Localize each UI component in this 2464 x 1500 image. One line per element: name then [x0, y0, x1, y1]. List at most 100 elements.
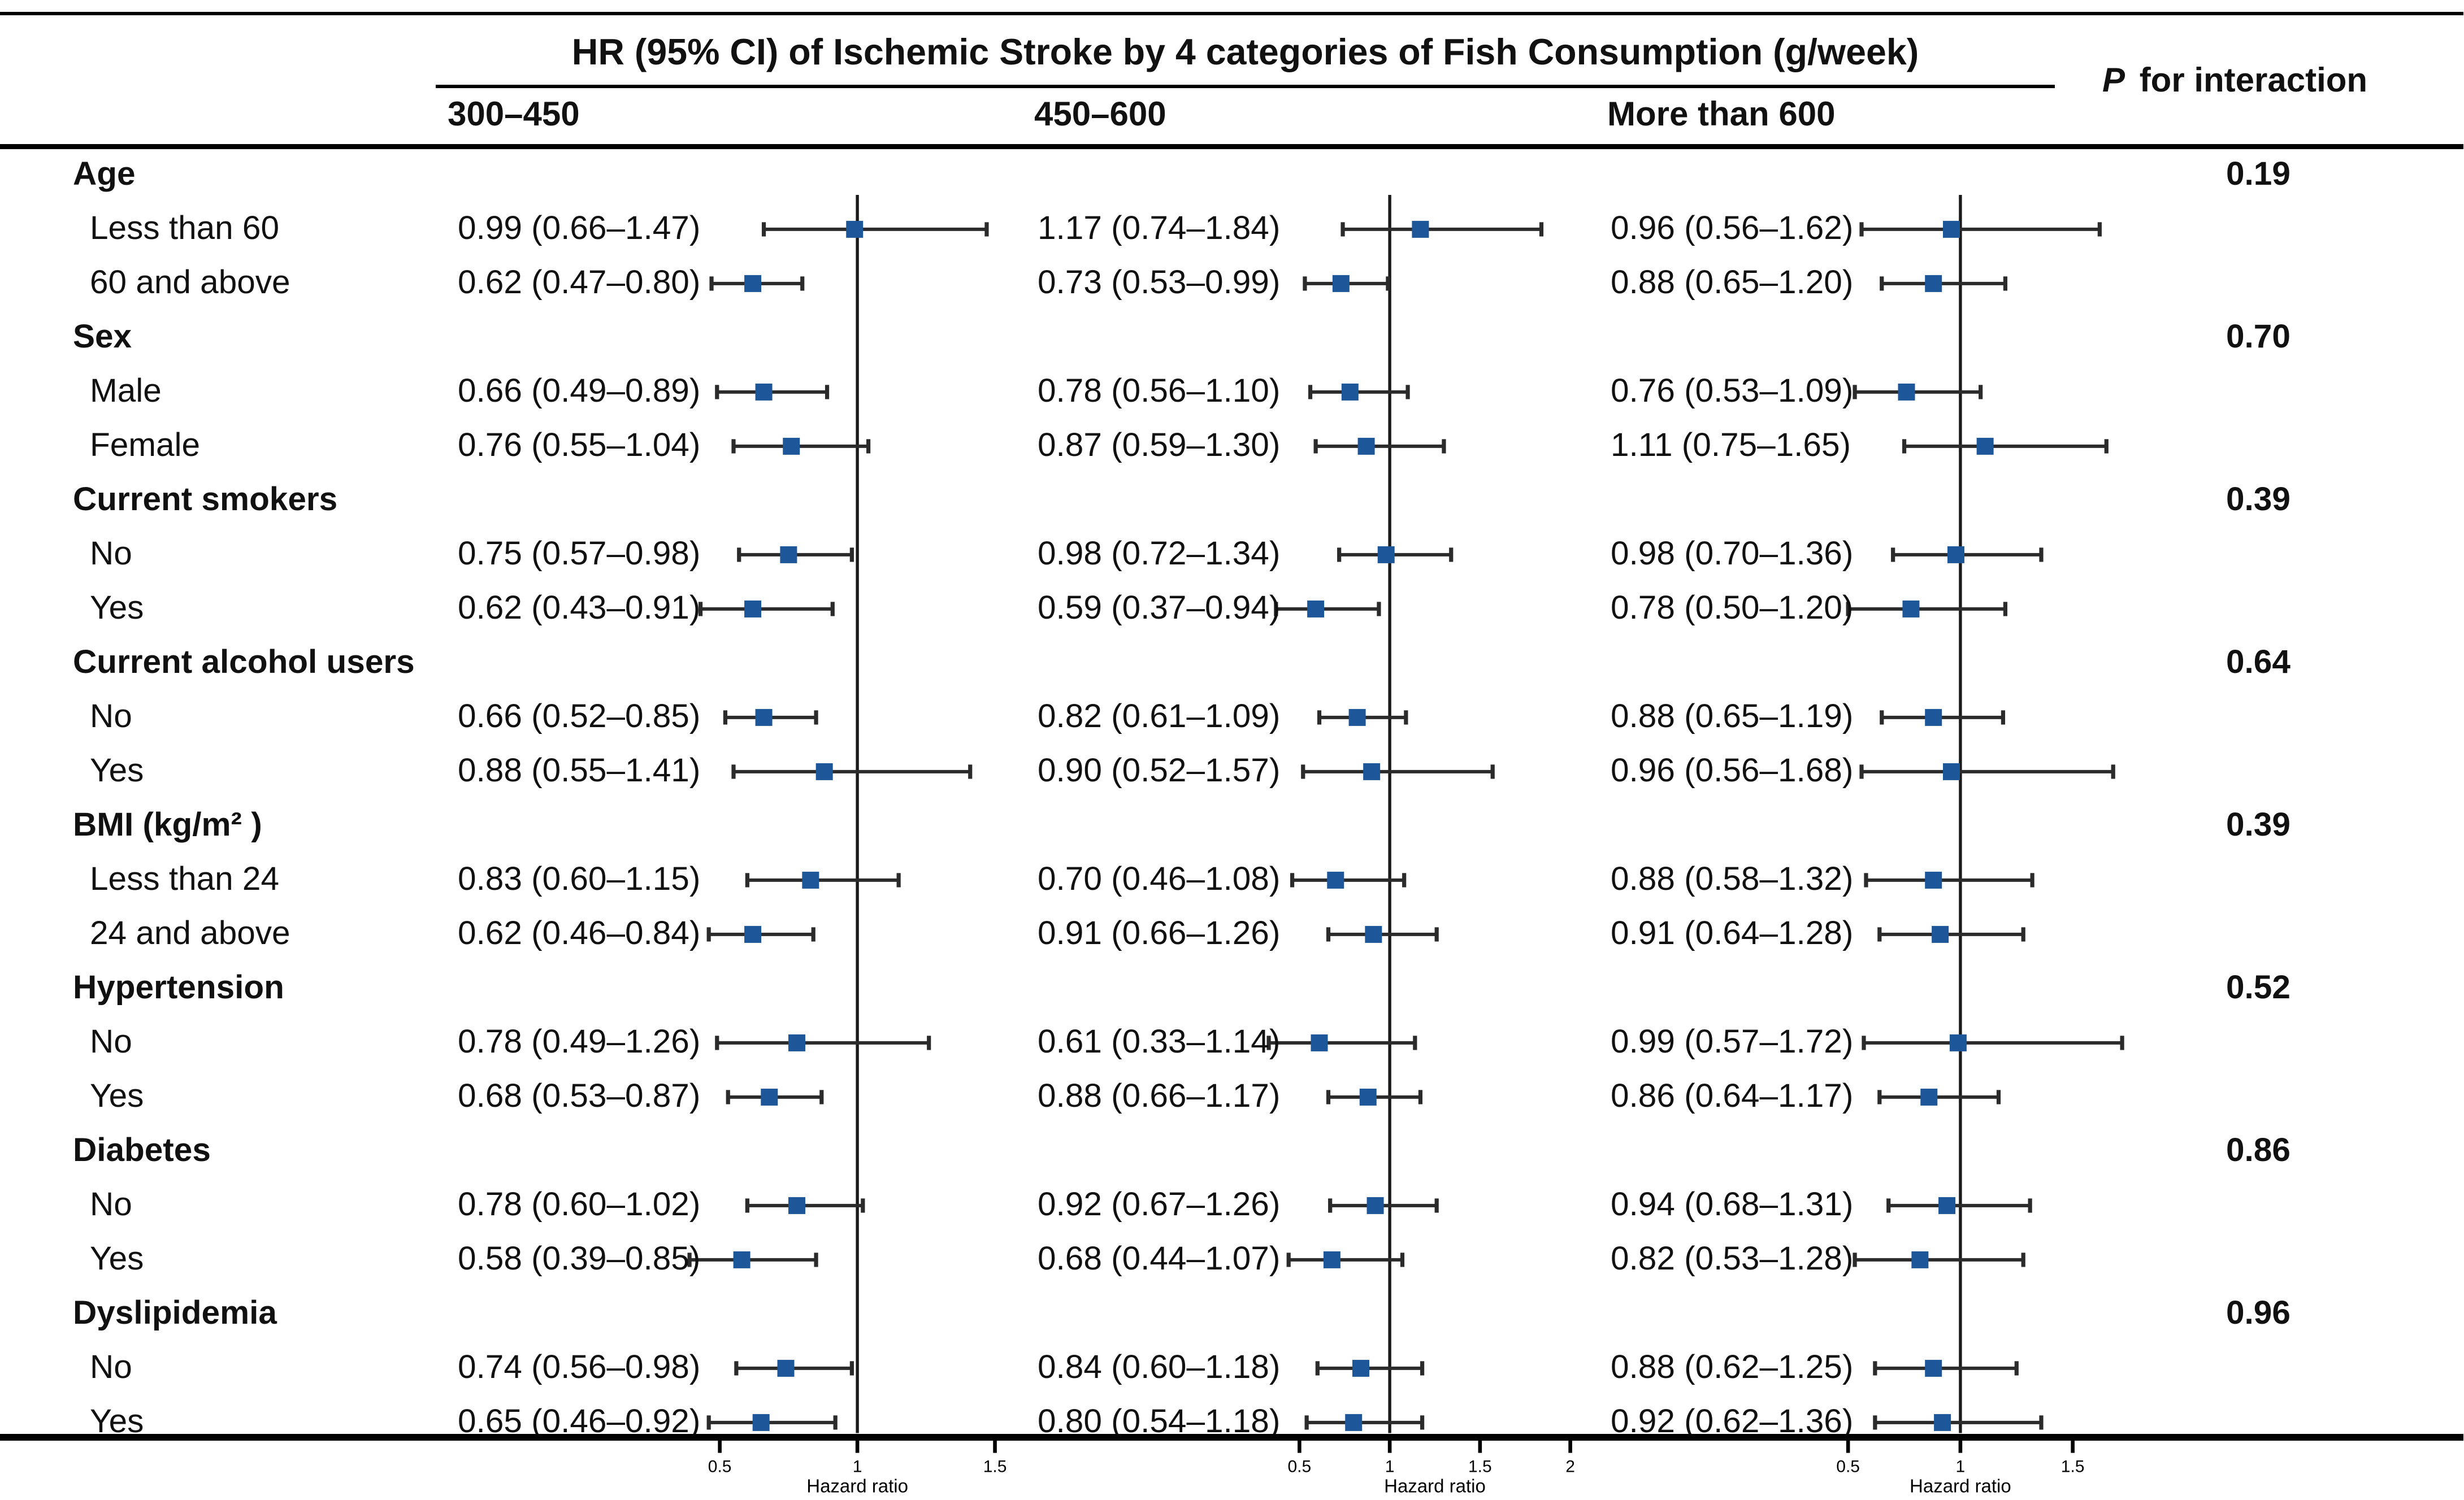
hr-ci-value: 0.78 (0.56–1.10) — [1038, 373, 1281, 411]
hr-marker — [761, 1088, 778, 1106]
hr-marker — [755, 708, 773, 726]
subgroup-label: Yes — [90, 753, 144, 790]
hr-ci-value: 0.88 (0.65–1.19) — [1611, 698, 1854, 736]
hr-ci-value: 0.61 (0.33–1.14) — [1038, 1024, 1281, 1062]
hr-ci-value: 0.75 (0.57–0.98) — [458, 536, 701, 573]
hr-marker — [1359, 1088, 1377, 1106]
group-label: Age — [73, 156, 136, 194]
hr-marker — [744, 925, 762, 943]
hr-marker — [1938, 1197, 1956, 1214]
subgroup-label: Yes — [90, 1078, 144, 1116]
hr-ci-value: 0.88 (0.62–1.25) — [1611, 1349, 1854, 1387]
hr-ci-value: 0.98 (0.70–1.36) — [1611, 536, 1854, 573]
hr-marker — [1327, 871, 1344, 889]
subgroup-label: Yes — [90, 590, 144, 628]
hr-marker — [1352, 1359, 1369, 1377]
bottom-rule — [0, 1433, 2464, 1441]
hr-marker — [815, 763, 833, 780]
hr-marker — [744, 275, 762, 292]
subgroup-label: Female — [90, 427, 201, 465]
hr-ci-value: 0.96 (0.56–1.62) — [1611, 210, 1854, 248]
hr-marker — [1357, 437, 1375, 455]
hr-ci-value: 0.99 (0.57–1.72) — [1611, 1024, 1854, 1062]
subgroup-label: Male — [90, 373, 162, 411]
hr-marker — [788, 1197, 805, 1214]
hr-marker — [777, 1359, 795, 1377]
hr-marker — [780, 546, 797, 563]
axis-tick-label: 0.5 — [1288, 1457, 1312, 1476]
axis-tick-label: 1.5 — [1468, 1457, 1492, 1476]
group-label: Hypertension — [73, 969, 284, 1007]
hr-marker — [1925, 275, 1942, 292]
hr-ci-value: 0.73 (0.53–0.99) — [1038, 264, 1281, 302]
hr-ci-value: 0.84 (0.60–1.18) — [1038, 1349, 1281, 1387]
hr-marker — [1341, 383, 1359, 401]
hr-marker — [1412, 220, 1429, 238]
hr-ci-value: 0.68 (0.44–1.07) — [1038, 1241, 1281, 1279]
hr-marker — [1323, 1251, 1341, 1268]
hr-ci-value: 0.62 (0.43–0.91) — [458, 590, 701, 628]
hr-marker — [1925, 871, 1942, 889]
hr-marker — [1934, 1414, 1951, 1431]
column-header-300-450: 300–450 — [448, 95, 580, 133]
hr-ci-value: 0.68 (0.53–0.87) — [458, 1078, 701, 1116]
hr-marker — [1925, 708, 1942, 726]
subgroup-label: No — [90, 536, 132, 573]
figure-title: HR (95% CI) of Ischemic Stroke by 4 cate… — [571, 32, 1919, 73]
hr-marker — [783, 437, 800, 455]
subgroup-label: Yes — [90, 1241, 144, 1279]
p-for-interaction-header: P for interaction — [2102, 63, 2367, 102]
hr-marker — [1932, 925, 1949, 943]
hr-marker — [1898, 383, 1915, 401]
hr-marker — [788, 1034, 805, 1051]
hr-ci-value: 0.91 (0.66–1.26) — [1038, 915, 1281, 953]
hr-ci-value: 1.11 (0.75–1.65) — [1611, 427, 1851, 465]
hr-marker — [1365, 925, 1382, 943]
hr-ci-value: 0.83 (0.60–1.15) — [458, 861, 701, 899]
subgroup-label: No — [90, 1186, 132, 1224]
hr-ci-value: 0.94 (0.68–1.31) — [1611, 1186, 1854, 1224]
hr-ci-value: 0.82 (0.53–1.28) — [1611, 1241, 1854, 1279]
hr-ci-value: 0.62 (0.46–0.84) — [458, 915, 701, 953]
top-rule — [0, 11, 2464, 16]
axis-title: Hazard ratio — [1910, 1475, 2011, 1496]
hr-ci-value: 0.91 (0.64–1.28) — [1611, 915, 1854, 953]
hr-ci-value: 0.99 (0.66–1.47) — [458, 210, 701, 248]
hr-ci-value: 0.74 (0.56–0.98) — [458, 1349, 701, 1387]
axis-tick-label: 0.5 — [1836, 1457, 1860, 1476]
group-label: BMI (kg/m² ) — [73, 807, 262, 845]
hr-marker — [752, 1414, 770, 1431]
p-interaction-value: 0.39 — [2226, 807, 2291, 845]
hr-marker — [1377, 546, 1395, 563]
hr-marker — [802, 871, 819, 889]
title-underline-rule — [436, 85, 2055, 89]
hr-marker — [1363, 763, 1381, 780]
hr-marker — [1925, 1359, 1942, 1377]
hr-ci-value: 0.58 (0.39–0.85) — [458, 1241, 701, 1279]
hr-ci-value: 0.78 (0.60–1.02) — [458, 1186, 701, 1224]
axis-tick-label: 2 — [1565, 1457, 1575, 1476]
hr-marker — [1942, 763, 1960, 780]
axis-tick-label: 0.5 — [708, 1457, 732, 1476]
header-rule — [0, 144, 2464, 149]
hr-marker — [1345, 1414, 1363, 1431]
hr-ci-value: 0.66 (0.49–0.89) — [458, 373, 701, 411]
hr-marker — [1942, 220, 1960, 238]
p-header-rest: for interaction — [2130, 63, 2368, 100]
subgroup-label: No — [90, 1349, 132, 1387]
hr-marker — [1976, 437, 1994, 455]
group-label: Sex — [73, 319, 132, 356]
hr-ci-value: 0.92 (0.67–1.26) — [1038, 1186, 1281, 1224]
hr-marker — [755, 383, 773, 401]
subgroup-label: 24 and above — [90, 915, 290, 953]
subgroup-label: Less than 60 — [90, 210, 280, 248]
subgroup-label: Less than 24 — [90, 861, 280, 899]
hr-marker — [1311, 1034, 1328, 1051]
subgroup-label: No — [90, 1024, 132, 1062]
hr-ci-value: 0.76 (0.53–1.09) — [1611, 373, 1854, 411]
hr-marker — [846, 220, 864, 238]
axis-tick-label: 1 — [853, 1457, 862, 1476]
hr-ci-value: 0.96 (0.56–1.68) — [1611, 753, 1854, 790]
hr-ci-value: 0.98 (0.72–1.34) — [1038, 536, 1281, 573]
